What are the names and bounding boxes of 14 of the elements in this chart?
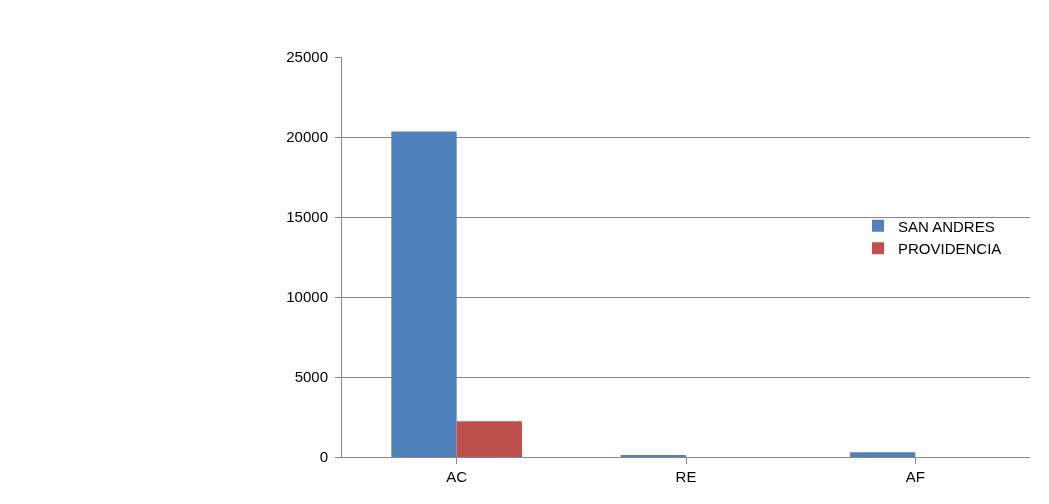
x-tick-label: AC xyxy=(446,468,468,485)
bar xyxy=(456,421,523,457)
x-tick-label: RE xyxy=(675,468,697,485)
y-tick-label: 20000 xyxy=(286,128,328,146)
legend-label: SAN ANDRES xyxy=(898,217,995,235)
y-tick-label: 0 xyxy=(319,448,328,466)
y-tick-label: 5000 xyxy=(294,368,328,386)
y-tick-label: 15000 xyxy=(286,208,328,226)
x-tick-label: AF xyxy=(905,468,925,485)
bar xyxy=(391,131,457,457)
bar xyxy=(849,452,916,457)
y-tick-label: 25000 xyxy=(286,48,328,66)
y-tick-label: 10000 xyxy=(286,288,328,306)
legend-label: PROVIDENCIA xyxy=(898,240,1002,258)
